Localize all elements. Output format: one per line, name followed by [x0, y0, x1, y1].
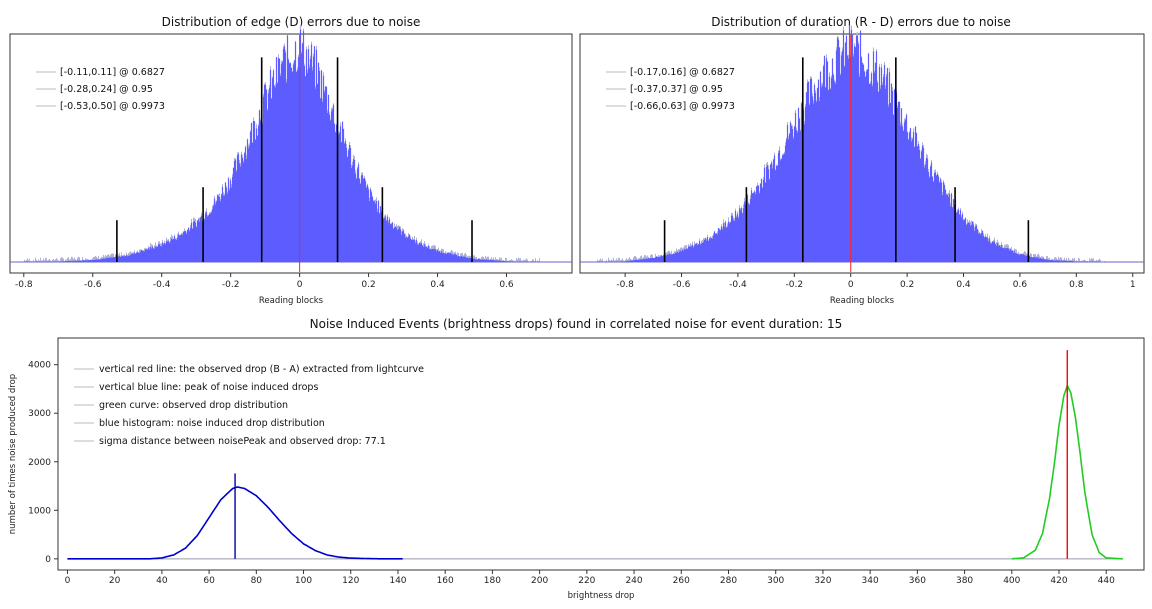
legend-entry: vertical blue line: peak of noise induce… — [99, 382, 318, 393]
x-tick-label: 200 — [531, 576, 548, 586]
x-tick-label: 0 — [65, 576, 71, 586]
x-tick-label: 0.2 — [900, 280, 914, 290]
x-tick-label: 180 — [484, 576, 501, 586]
x-tick-label: -0.8 — [15, 280, 33, 290]
legend-entry: blue histogram: noise induced drop distr… — [99, 418, 325, 429]
legend-entry: green curve: observed drop distribution — [99, 400, 288, 411]
x-axis-label: Reading blocks — [259, 296, 324, 306]
duration-chart-title: Distribution of duration (R - D) errors … — [711, 15, 1011, 29]
legend-entry: vertical red line: the observed drop (B … — [99, 364, 424, 375]
x-tick-label: 260 — [673, 576, 690, 586]
legend-entry: [-0.17,0.16] @ 0.6827 — [630, 67, 735, 78]
y-tick-label: 1000 — [28, 506, 51, 516]
plot-frame — [579, 33, 1145, 274]
x-tick-label: 80 — [251, 576, 263, 586]
y-tick-label: 0 — [45, 555, 51, 565]
y-tick-label: 4000 — [28, 361, 51, 371]
x-tick-label: 0 — [848, 280, 854, 290]
x-tick-label: 120 — [342, 576, 359, 586]
legend-entry: [-0.28,0.24] @ 0.95 — [60, 84, 153, 95]
x-tick-label: 420 — [1050, 576, 1067, 586]
histogram-bars — [23, 25, 542, 262]
x-tick-label: 0.6 — [499, 280, 514, 290]
x-tick-label: 280 — [720, 576, 737, 586]
x-tick-label: -0.2 — [786, 280, 804, 290]
legend-entry: [-0.11,0.11] @ 0.6827 — [60, 67, 165, 78]
y-tick-label: 3000 — [28, 409, 51, 419]
x-tick-label: 0.8 — [1069, 280, 1084, 290]
x-tick-label: 1 — [1130, 280, 1136, 290]
histogram-bars — [596, 24, 1106, 262]
x-tick-label: -0.2 — [222, 280, 240, 290]
x-tick-label: 140 — [389, 576, 406, 586]
x-tick-label: 240 — [625, 576, 642, 586]
legend-entry: sigma distance between noisePeak and obs… — [99, 436, 386, 447]
x-tick-label: 100 — [295, 576, 312, 586]
x-tick-label: 0.4 — [956, 280, 971, 290]
y-tick-label: 2000 — [28, 458, 51, 468]
plot-frame — [9, 33, 573, 274]
x-tick-label: -0.6 — [673, 280, 691, 290]
x-tick-label: -0.4 — [153, 280, 171, 290]
noise-chart-title: Noise Induced Events (brightness drops) … — [309, 317, 843, 331]
x-tick-label: 40 — [156, 576, 168, 586]
x-tick-label: 0.6 — [1013, 280, 1028, 290]
x-axis-label: brightness drop — [568, 591, 635, 601]
x-tick-label: 300 — [767, 576, 784, 586]
x-tick-label: 0.4 — [430, 280, 445, 290]
legend-entry: [-0.37,0.37] @ 0.95 — [630, 84, 723, 95]
x-tick-label: -0.6 — [84, 280, 102, 290]
x-tick-label: -0.8 — [616, 280, 634, 290]
x-tick-label: 360 — [909, 576, 926, 586]
x-tick-label: -0.4 — [729, 280, 747, 290]
x-tick-label: 380 — [956, 576, 973, 586]
x-tick-label: 220 — [578, 576, 595, 586]
y-axis-label: number of times noise produced drop — [8, 374, 18, 534]
x-tick-label: 340 — [862, 576, 879, 586]
x-tick-label: 400 — [1003, 576, 1020, 586]
edge-chart-title: Distribution of edge (D) errors due to n… — [161, 15, 421, 29]
plot-frame — [57, 337, 1145, 571]
x-tick-label: 0 — [297, 280, 303, 290]
x-tick-label: 0.2 — [361, 280, 375, 290]
legend-entry: [-0.53,0.50] @ 0.9973 — [60, 101, 165, 112]
x-tick-label: 320 — [814, 576, 831, 586]
x-axis-label: Reading blocks — [830, 296, 895, 306]
legend-entry: [-0.66,0.63] @ 0.9973 — [630, 101, 735, 112]
x-tick-label: 440 — [1098, 576, 1115, 586]
x-tick-label: 20 — [109, 576, 121, 586]
x-tick-label: 60 — [203, 576, 215, 586]
x-tick-label: 160 — [437, 576, 454, 586]
